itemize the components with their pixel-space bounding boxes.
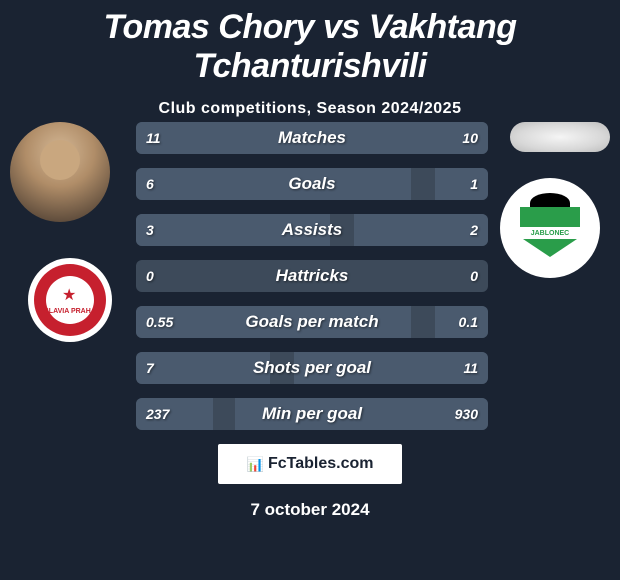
- stats-container: 1110Matches 61Goals 32Assists 00Hattricks 0.…: [136, 122, 488, 444]
- stat-label: Goals: [136, 168, 488, 200]
- date-text: 7 october 2024: [0, 500, 620, 520]
- club-left-badge: ★ SLAVIA PRAHA: [28, 258, 112, 342]
- page-title: Tomas Chory vs Vakhtang Tchanturishvili: [0, 0, 620, 86]
- site-logo-text: FcTables.com: [268, 455, 374, 473]
- stat-row: 00Hattricks: [136, 260, 488, 292]
- stat-row: 0.550.1Goals per match: [136, 306, 488, 338]
- subtitle: Club competitions, Season 2024/2025: [0, 100, 620, 118]
- stat-label: Matches: [136, 122, 488, 154]
- stat-row: 237930Min per goal: [136, 398, 488, 430]
- stat-row: 32Assists: [136, 214, 488, 246]
- stat-label: Hattricks: [136, 260, 488, 292]
- stat-label: Shots per goal: [136, 352, 488, 384]
- player-right-avatar: [510, 122, 610, 152]
- stat-row: 61Goals: [136, 168, 488, 200]
- club-left-label: SLAVIA PRAHA: [28, 308, 112, 315]
- star-icon: ★: [62, 288, 78, 304]
- shield-icon: JABLONEC: [520, 193, 580, 263]
- chart-icon: 📊: [247, 456, 264, 473]
- club-right-label: JABLONEC: [520, 227, 580, 239]
- stat-label: Assists: [136, 214, 488, 246]
- player-left-avatar: [10, 122, 110, 222]
- stat-label: Goals per match: [136, 306, 488, 338]
- stat-label: Min per goal: [136, 398, 488, 430]
- site-logo: 📊 FcTables.com: [218, 444, 402, 484]
- club-right-badge: JABLONEC: [500, 178, 600, 278]
- stat-row: 711Shots per goal: [136, 352, 488, 384]
- stat-row: 1110Matches: [136, 122, 488, 154]
